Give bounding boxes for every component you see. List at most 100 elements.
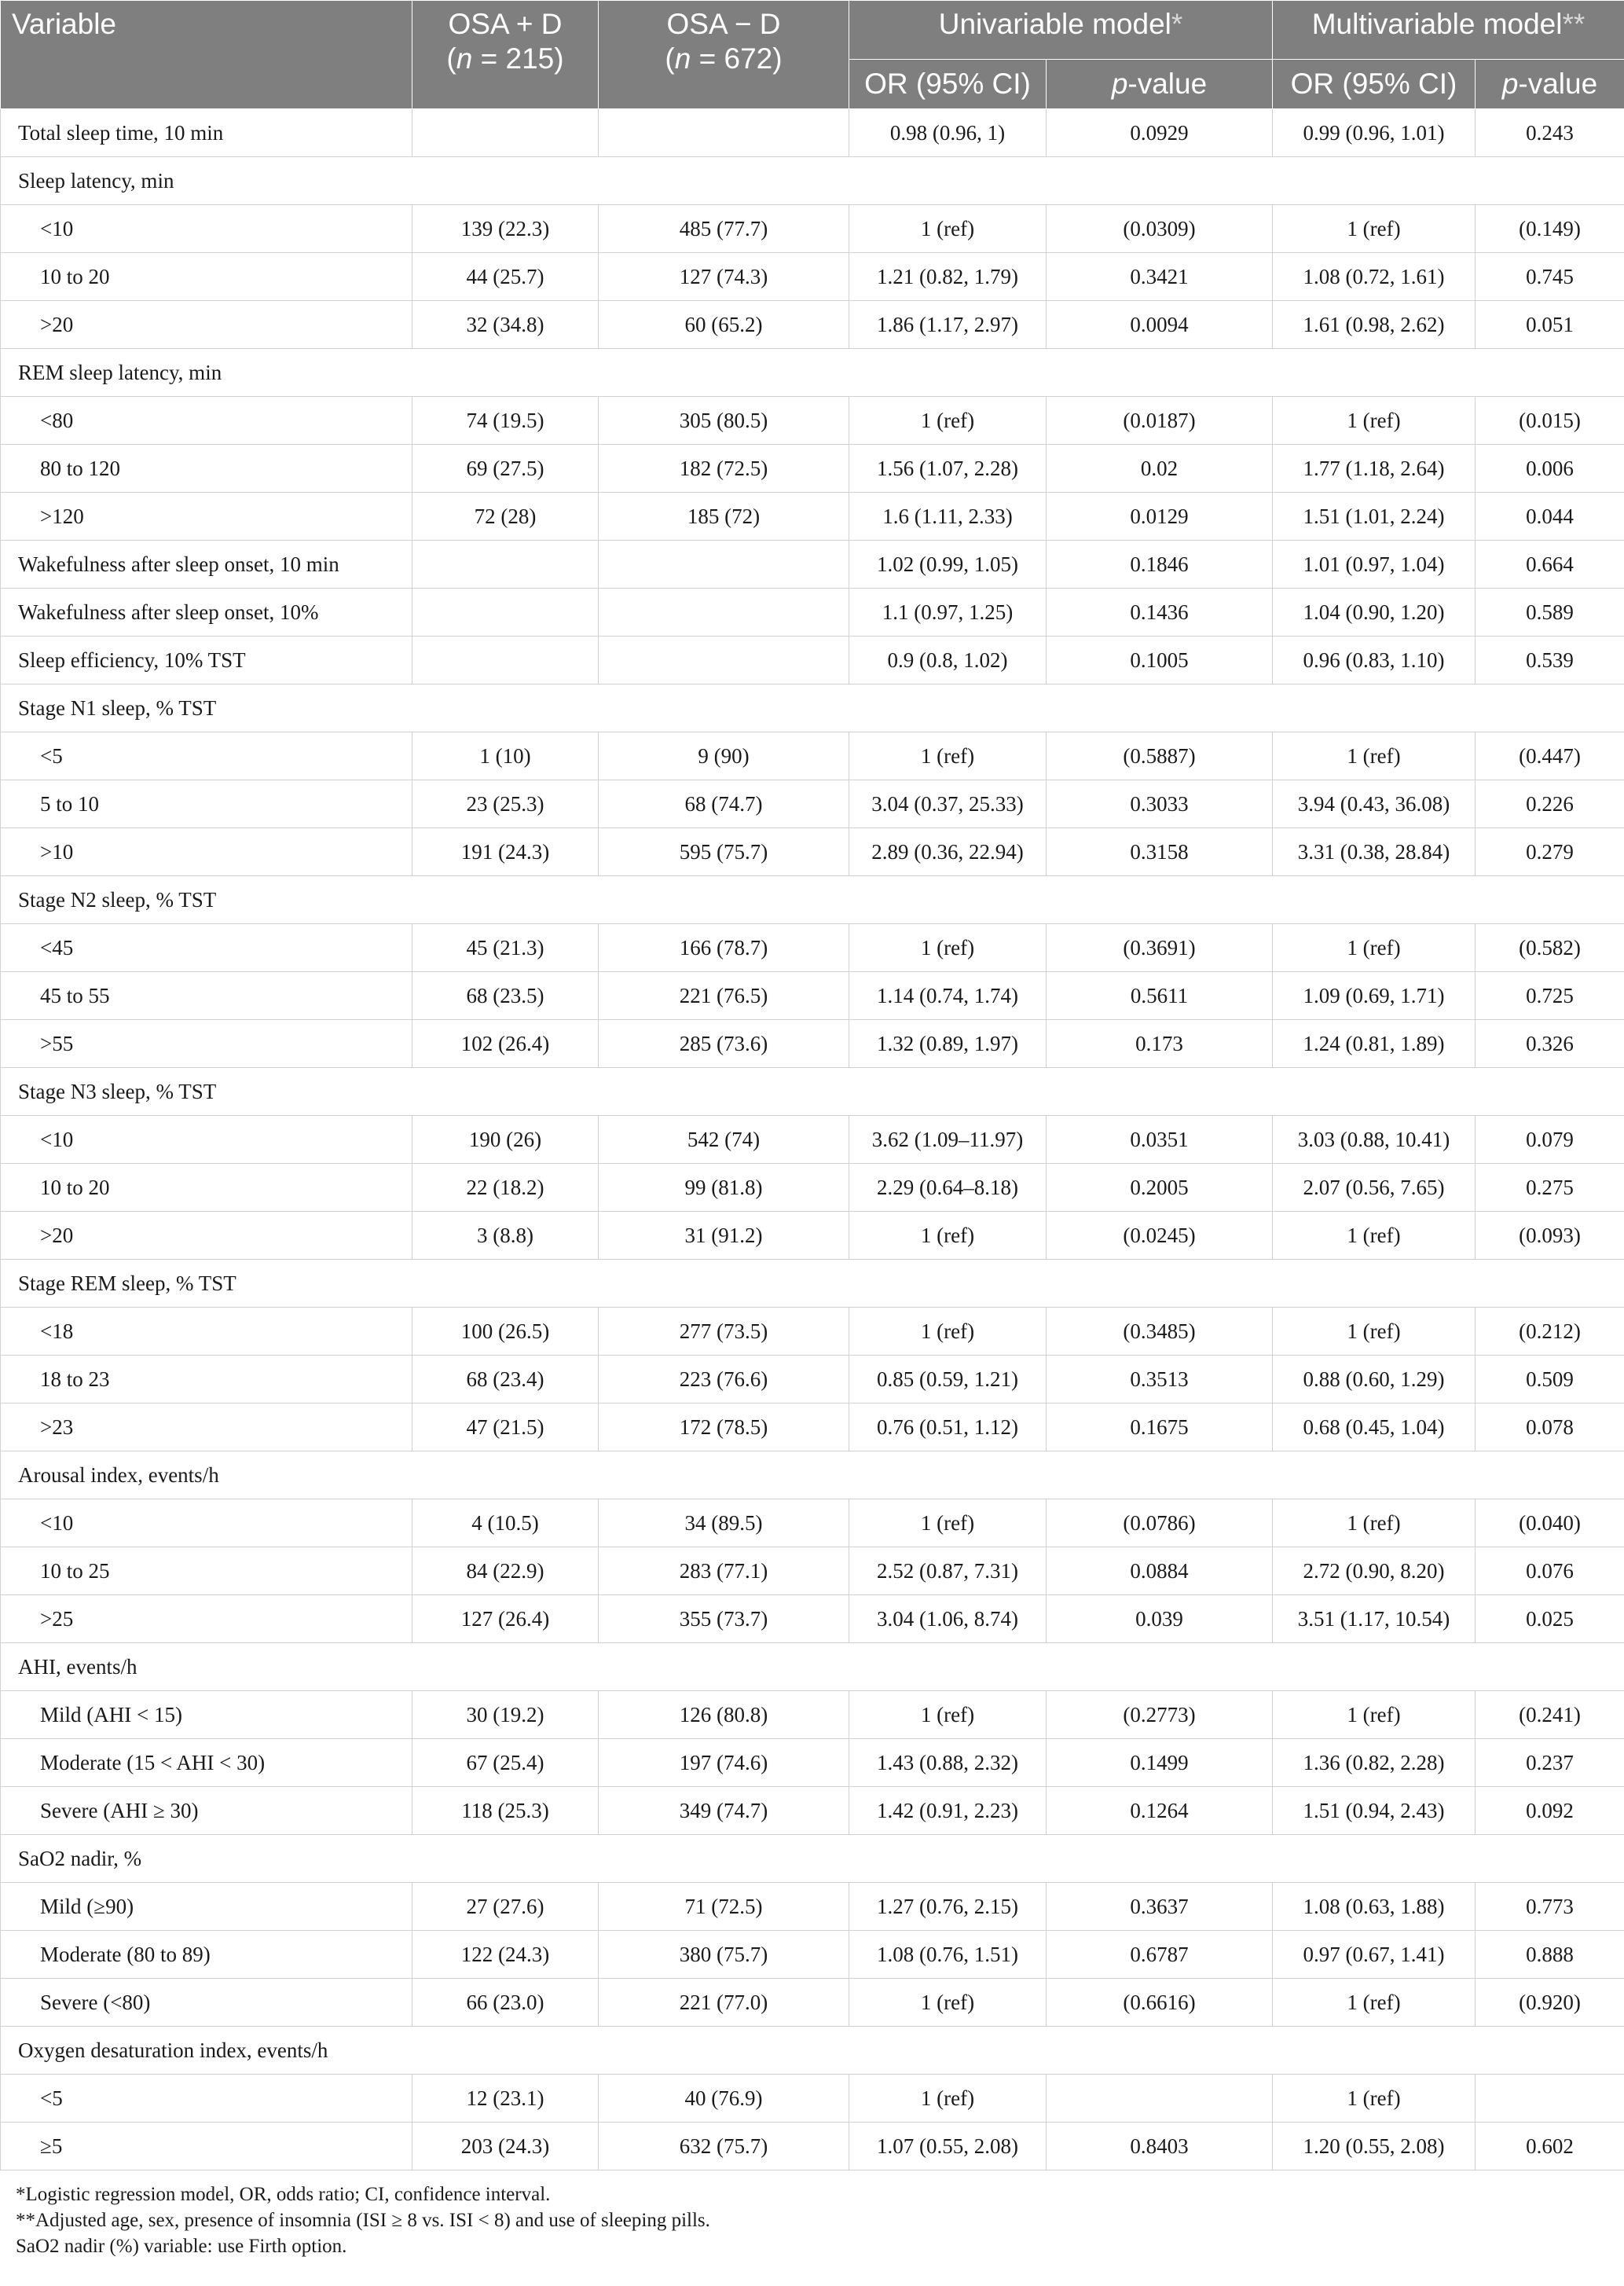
cell-multi-p-value: 0.044	[1475, 492, 1624, 541]
cell-uni-p-value	[1046, 2074, 1273, 2123]
cell-uni-or-ci: 1.08 (0.76, 1.51)	[849, 1930, 1047, 1979]
footnote: SaO2 nadir (%) variable: use Firth optio…	[16, 2236, 347, 2257]
cell-uni-p-value: 0.02	[1046, 444, 1273, 493]
cell-uni-p-value: 0.6787	[1046, 1930, 1273, 1979]
row-label: 10 to 20	[0, 1163, 412, 1212]
cell-multi-or-ci: 2.72 (0.90, 8.20)	[1272, 1547, 1476, 1595]
cell-uni-or-ci: 1.43 (0.88, 2.32)	[849, 1738, 1047, 1787]
table-row: 45 to 55 68 (23.5) 221 (76.5) 1.14 (0.74, 1…	[0, 971, 1624, 1020]
header-univariable-model: Univariable model*	[849, 0, 1273, 60]
header-multi-or-ci: OR (95% CI)	[1272, 59, 1476, 109]
row-label: 45 to 55	[0, 971, 412, 1020]
footnotes: *Logistic regression model, OR, odds rat…	[0, 2181, 1624, 2259]
cell-osa-plus-d: 32 (34.8)	[412, 300, 599, 349]
cell-uni-p-value: 0.0129	[1046, 492, 1273, 541]
section-label: Sleep latency, min	[0, 156, 1624, 205]
row-label: 18 to 23	[0, 1355, 412, 1404]
cell-uni-p-value: 0.0929	[1046, 108, 1273, 157]
cell-uni-p-value: (0.0245)	[1046, 1211, 1273, 1260]
row-label: <5	[0, 732, 412, 780]
cell-multi-or-ci: 1 (ref)	[1272, 1307, 1476, 1356]
cell-osa-minus-d: 283 (77.1)	[598, 1547, 849, 1595]
row-label: ≥5	[0, 2122, 412, 2170]
cell-osa-minus-d: 223 (76.6)	[598, 1355, 849, 1404]
cell-uni-p-value: 0.3637	[1046, 1882, 1273, 1931]
header-uni-p-value: p-value	[1046, 59, 1273, 109]
table-section-row: Arousal index, events/h	[0, 1451, 1624, 1499]
cell-osa-minus-d: 60 (65.2)	[598, 300, 849, 349]
cell-uni-p-value: 0.2005	[1046, 1163, 1273, 1212]
cell-osa-plus-d	[412, 540, 599, 589]
cell-multi-p-value: (0.093)	[1475, 1211, 1624, 1260]
cell-uni-p-value: 0.1846	[1046, 540, 1273, 589]
cell-multi-or-ci: 1 (ref)	[1272, 1499, 1476, 1547]
cell-osa-minus-d: 349 (74.7)	[598, 1786, 849, 1835]
cell-osa-minus-d: 71 (72.5)	[598, 1882, 849, 1931]
section-label: REM sleep latency, min	[0, 348, 1624, 397]
cell-multi-or-ci: 1 (ref)	[1272, 923, 1476, 972]
table-row: Wakefulness after sleep onset, 10% 1.1 (0…	[0, 588, 1624, 637]
cell-osa-plus-d: 30 (19.2)	[412, 1690, 599, 1739]
results-table: Variable OSA + D (n = 215) OSA − D (n = …	[0, 0, 1624, 2170]
cell-multi-or-ci: 1.61 (0.98, 2.62)	[1272, 300, 1476, 349]
cell-multi-or-ci: 1.36 (0.82, 2.28)	[1272, 1738, 1476, 1787]
cell-osa-minus-d: 632 (75.7)	[598, 2122, 849, 2170]
row-label: <10	[0, 1499, 412, 1547]
header-multivariable-label: Multivariable model	[1311, 8, 1563, 40]
cell-osa-minus-d: 34 (89.5)	[598, 1499, 849, 1547]
cell-multi-p-value: 0.326	[1475, 1019, 1624, 1068]
cell-multi-p-value: 0.092	[1475, 1786, 1624, 1835]
cell-uni-or-ci: 1 (ref)	[849, 396, 1047, 445]
cell-multi-or-ci: 1.51 (1.01, 2.24)	[1272, 492, 1476, 541]
row-label: <10	[0, 204, 412, 253]
cell-multi-p-value: 0.664	[1475, 540, 1624, 589]
cell-uni-or-ci: 2.89 (0.36, 22.94)	[849, 827, 1047, 876]
cell-osa-minus-d: 285 (73.6)	[598, 1019, 849, 1068]
cell-osa-minus-d: 380 (75.7)	[598, 1930, 849, 1979]
cell-uni-or-ci: 1 (ref)	[849, 2074, 1047, 2123]
cell-multi-p-value: (0.149)	[1475, 204, 1624, 253]
row-label: 5 to 10	[0, 780, 412, 828]
cell-uni-or-ci: 1.21 (0.82, 1.79)	[849, 252, 1047, 301]
cell-osa-minus-d: 99 (81.8)	[598, 1163, 849, 1212]
cell-uni-or-ci: 1.86 (1.17, 2.97)	[849, 300, 1047, 349]
table-body: Total sleep time, 10 min 0.98 (0.96, 1) 0.…	[0, 108, 1624, 2170]
section-label: Stage REM sleep, % TST	[0, 1259, 1624, 1308]
cell-uni-p-value: 0.3513	[1046, 1355, 1273, 1404]
row-label: >120	[0, 492, 412, 541]
cell-uni-or-ci: 1 (ref)	[849, 1307, 1047, 1356]
cell-osa-minus-d: 31 (91.2)	[598, 1211, 849, 1260]
table-section-row: Stage N1 sleep, % TST	[0, 684, 1624, 732]
cell-uni-p-value: 0.8403	[1046, 2122, 1273, 2170]
cell-uni-or-ci: 0.9 (0.8, 1.02)	[849, 636, 1047, 684]
cell-multi-or-ci: 1.20 (0.55, 2.08)	[1272, 2122, 1476, 2170]
cell-osa-plus-d: 100 (26.5)	[412, 1307, 599, 1356]
header-osa-plus-n-prefix: (	[446, 42, 456, 75]
table-row: Severe (AHI ≥ 30) 118 (25.3) 349 (74.7) 1.4…	[0, 1786, 1624, 1835]
cell-osa-plus-d: 1 (10)	[412, 732, 599, 780]
cell-uni-or-ci: 1 (ref)	[849, 923, 1047, 972]
section-label: Stage N2 sleep, % TST	[0, 875, 1624, 924]
table-row: ≥5 203 (24.3) 632 (75.7) 1.07 (0.55, 2.08) 0…	[0, 2122, 1624, 2170]
cell-multi-p-value: 0.226	[1475, 780, 1624, 828]
header-multivariable-model: Multivariable model**	[1272, 0, 1624, 60]
header-multi-p-value: p-value	[1475, 59, 1624, 109]
cell-multi-p-value: (0.040)	[1475, 1499, 1624, 1547]
table-section-row: Stage N3 sleep, % TST	[0, 1067, 1624, 1116]
cell-uni-p-value: 0.0351	[1046, 1115, 1273, 1164]
cell-uni-or-ci: 3.62 (1.09–11.97)	[849, 1115, 1047, 1164]
table-row: <10 4 (10.5) 34 (89.5) 1 (ref) (0.0786) 1 (re…	[0, 1499, 1624, 1547]
cell-multi-or-ci: 1.24 (0.81, 1.89)	[1272, 1019, 1476, 1068]
footnote: **Adjusted age, sex, presence of insomni…	[16, 2210, 710, 2231]
cell-multi-or-ci: 0.68 (0.45, 1.04)	[1272, 1403, 1476, 1451]
cell-osa-minus-d: 221 (77.0)	[598, 1978, 849, 2027]
table-row: <45 45 (21.3) 166 (78.7) 1 (ref) (0.3691) 1 (…	[0, 923, 1624, 972]
cell-multi-p-value: 0.237	[1475, 1738, 1624, 1787]
row-label: >10	[0, 827, 412, 876]
table-row: >20 3 (8.8) 31 (91.2) 1 (ref) (0.0245) 1 (ref…	[0, 1211, 1624, 1260]
cell-multi-p-value: 0.025	[1475, 1594, 1624, 1643]
cell-multi-or-ci: 2.07 (0.56, 7.65)	[1272, 1163, 1476, 1212]
cell-multi-p-value: 0.539	[1475, 636, 1624, 684]
row-label: Wakefulness after sleep onset, 10 min	[0, 540, 412, 589]
